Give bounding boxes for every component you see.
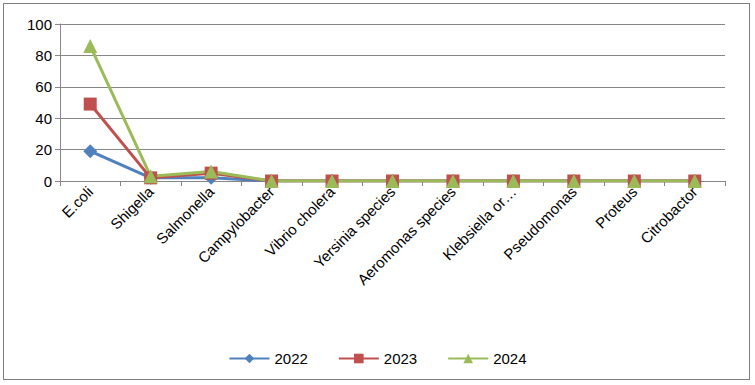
svg-text:Citrobactor: Citrobactor [637, 183, 701, 247]
svg-text:Campylobacter: Campylobacter [194, 183, 277, 266]
svg-text:Vibrio cholera: Vibrio cholera [261, 183, 339, 260]
svg-text:0: 0 [44, 173, 52, 190]
svg-text:40: 40 [35, 110, 52, 127]
svg-text:Aeromonas species: Aeromonas species [354, 183, 459, 288]
svg-text:2024: 2024 [493, 350, 526, 367]
svg-text:Pseudomonas: Pseudomonas [500, 183, 580, 263]
svg-text:80: 80 [35, 47, 52, 64]
svg-text:2023: 2023 [384, 350, 417, 367]
svg-text:20: 20 [35, 141, 52, 158]
svg-text:100: 100 [27, 16, 52, 33]
svg-text:Shigella: Shigella [107, 183, 157, 233]
svg-text:Klebsiella or…: Klebsiella or… [439, 183, 520, 264]
svg-text:E.coli: E.coli [58, 183, 96, 221]
svg-text:Salmonella: Salmonella [153, 183, 218, 248]
svg-text:Yersinia species: Yersinia species [310, 183, 399, 272]
svg-text:Proteus: Proteus [592, 183, 641, 232]
svg-text:60: 60 [35, 78, 52, 95]
svg-text:2022: 2022 [274, 350, 307, 367]
